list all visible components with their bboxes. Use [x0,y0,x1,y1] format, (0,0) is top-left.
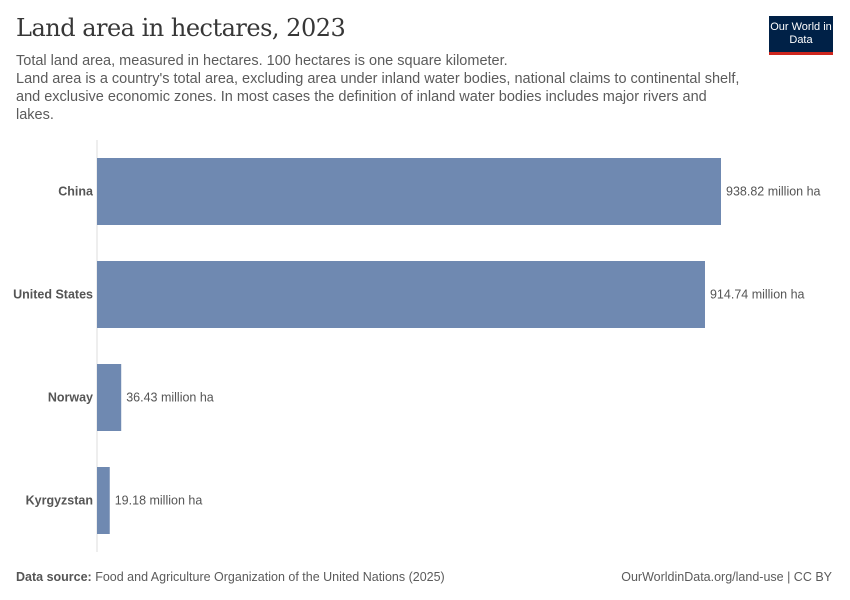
subtitle-line-2: Land area is a country's total area, exc… [16,71,740,123]
chart-title: Land area in hectares, 2023 [16,14,346,42]
value-label: 938.82 million ha [726,185,821,199]
data-source: Data source: Food and Agriculture Organi… [16,570,445,584]
source-text[interactable]: Food and Agriculture Organization of the… [91,570,445,584]
footer-url[interactable]: OurWorldinData.org/land-use | CC BY [621,570,832,584]
value-label: 19.18 million ha [115,494,203,508]
owid-logo[interactable]: Our World in Data [769,16,833,55]
bar-united-states [97,261,705,328]
bar-china [97,158,721,225]
bar-norway [97,364,122,431]
value-label: 914.74 million ha [710,288,805,302]
chart-subtitle: Total land area, measured in hectares. 1… [16,52,746,124]
source-label: Data source: [16,570,92,584]
subtitle-line-1: Total land area, measured in hectares. 1… [16,53,508,69]
category-label: Kyrgyzstan [26,494,93,508]
category-label: United States [13,288,93,302]
category-label: China [58,185,94,199]
bar-kyrgyzstan [97,467,110,534]
category-label: Norway [48,391,93,405]
value-label: 36.43 million ha [126,391,214,405]
